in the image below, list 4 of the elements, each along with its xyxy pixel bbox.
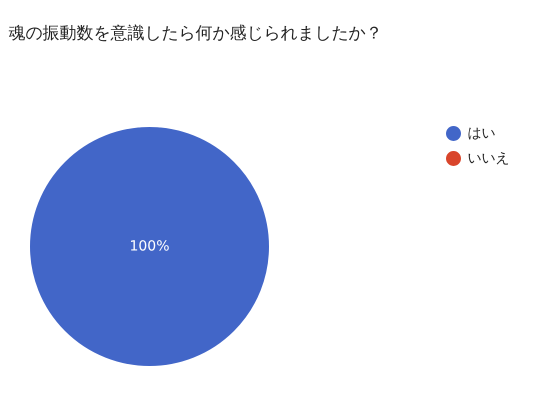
chart-title: 魂の振動数を意識したら何か感じられましたか？ [8, 24, 382, 44]
legend-label: はい [468, 126, 496, 142]
legend-label: いいえ [468, 150, 510, 166]
data-label: 100% [129, 238, 170, 254]
